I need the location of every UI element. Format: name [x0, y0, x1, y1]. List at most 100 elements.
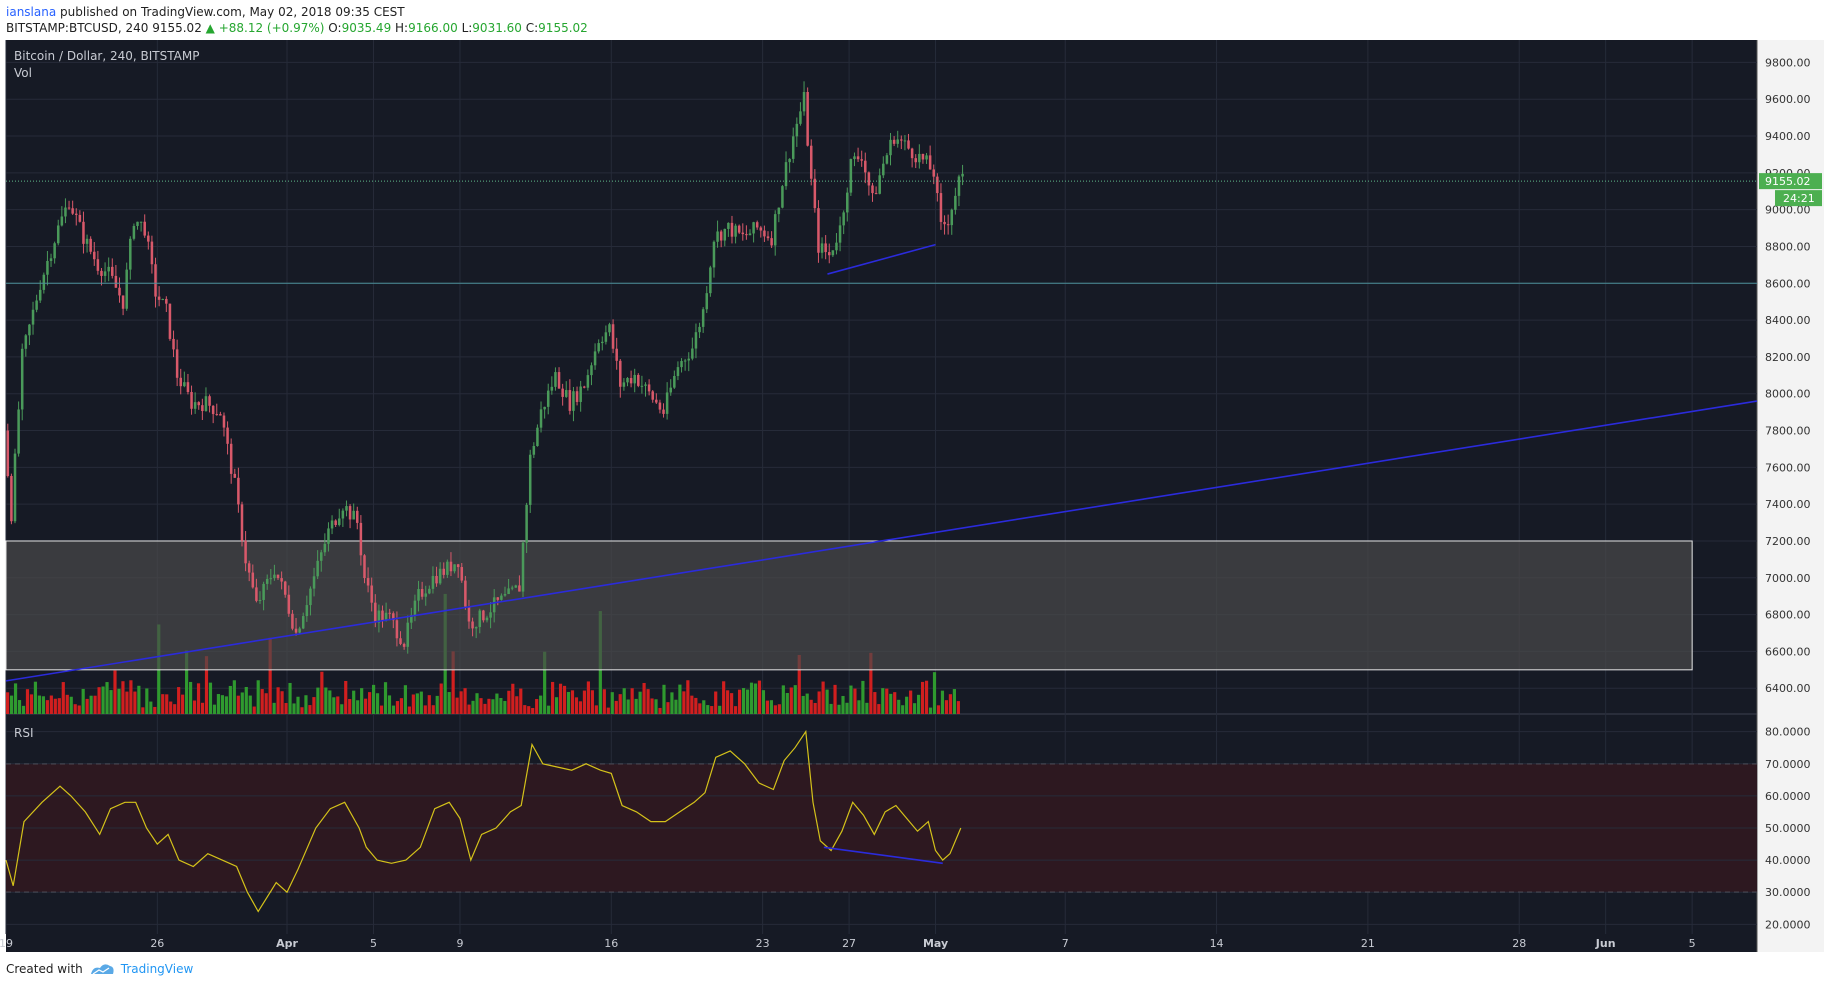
time-tick-label: 5 — [1689, 937, 1696, 950]
candle-body — [229, 443, 233, 474]
volume-bar — [730, 693, 734, 714]
candle-body — [496, 597, 500, 600]
candle-body — [954, 195, 957, 210]
volume-bar — [25, 689, 30, 714]
time-tick-label: 7 — [1062, 937, 1069, 950]
volume-bar — [901, 705, 905, 714]
author-link[interactable]: ianslana — [6, 5, 57, 19]
volume-bar — [610, 692, 614, 714]
rsi-tick-label: 20.0000 — [1765, 918, 1811, 931]
candle-body — [129, 238, 132, 270]
volume-bar — [618, 694, 622, 714]
price-tick-label: 8600.00 — [1765, 277, 1811, 290]
chart-canvas[interactable]: Bitcoin / Dollar, 240, BITSTAMP Vol RSI 640… — [0, 40, 1824, 952]
candle-body — [809, 145, 813, 179]
volume-bar — [527, 706, 531, 714]
volume-bar — [714, 691, 718, 714]
candle-body — [568, 390, 572, 411]
candle-body — [208, 396, 211, 406]
volume-bar — [594, 705, 598, 714]
volume-bar — [13, 683, 18, 714]
candle-body — [402, 643, 406, 647]
volume-bar — [614, 700, 618, 714]
time-axis-background — [6, 934, 1757, 952]
volume-bar — [539, 695, 543, 714]
candle-body — [961, 173, 964, 177]
volume-bar — [423, 705, 427, 714]
tradingview-brand[interactable]: TradingView — [120, 962, 194, 976]
volume-bar — [364, 698, 368, 714]
volume-bar — [324, 687, 328, 714]
time-tick-label: 14 — [1210, 937, 1224, 950]
candle-body — [712, 241, 716, 268]
candle-body — [719, 231, 723, 241]
candle-body — [107, 266, 110, 272]
candle-body — [424, 593, 427, 597]
candle-body — [240, 504, 244, 541]
volume-bar — [535, 699, 539, 714]
volume-bar — [360, 688, 364, 714]
volume-bar — [395, 701, 400, 714]
volume-bar — [698, 703, 702, 714]
volume-bar — [948, 694, 953, 714]
candle-body — [727, 222, 730, 229]
candle-body — [222, 415, 226, 428]
time-tick-label: 21 — [1361, 937, 1375, 950]
volume-bar — [49, 695, 53, 714]
volume-bar — [375, 693, 380, 714]
volume-bar — [499, 697, 503, 714]
candle-body — [46, 260, 49, 275]
volume-bar — [93, 695, 97, 714]
volume-bar — [586, 681, 590, 714]
volume-bar — [284, 703, 288, 714]
volume-bar — [507, 690, 511, 714]
footer: Created with TradingView — [6, 958, 193, 980]
rsi-tick-label: 50.0000 — [1765, 822, 1811, 835]
volume-bar — [415, 693, 419, 714]
candle-body — [842, 212, 845, 226]
candle-body — [665, 392, 669, 414]
volume-bar — [340, 704, 344, 714]
candle-body — [802, 92, 806, 112]
candle-body — [655, 399, 658, 403]
volume-bar — [244, 686, 248, 714]
volume-bar — [706, 705, 710, 714]
candle-body — [759, 227, 763, 231]
volume-bar — [578, 701, 583, 714]
open-value: 9035.49 — [341, 21, 392, 35]
price-tick-label: 7400.00 — [1765, 498, 1811, 511]
candle-body — [464, 580, 467, 607]
volume-bar — [280, 691, 284, 714]
candle-body — [406, 622, 409, 647]
volume-bar — [757, 680, 762, 714]
candle-body — [514, 585, 518, 588]
candle-body — [817, 208, 820, 253]
candle-body — [835, 242, 838, 251]
volume-bar — [694, 697, 698, 714]
candle-body — [698, 326, 701, 333]
volume-bar — [682, 691, 686, 714]
price-tick-label: 7000.00 — [1765, 572, 1811, 585]
high-value: 9166.00 — [408, 21, 458, 35]
volume-bar — [188, 681, 193, 714]
candle-body — [853, 156, 856, 160]
candle-body — [669, 387, 672, 393]
candle-body — [539, 409, 543, 428]
volume-bar — [368, 692, 372, 714]
volume-bar — [85, 698, 89, 714]
candle-body — [554, 372, 557, 387]
volume-bar — [789, 687, 793, 714]
candle-body — [474, 627, 478, 629]
volume-bar — [379, 705, 384, 714]
candle-body — [38, 289, 42, 301]
candle-body — [489, 612, 492, 618]
volume-bar — [61, 682, 65, 714]
candle-body — [914, 158, 917, 163]
candle-body — [878, 175, 881, 194]
chart-area[interactable]: Bitcoin / Dollar, 240, BITSTAMP Vol RSI 640… — [0, 40, 1824, 952]
price-tick-label: 8800.00 — [1765, 240, 1811, 253]
candle-body — [121, 295, 125, 309]
candle-body — [215, 414, 219, 416]
candle-body — [932, 169, 936, 177]
volume-bar — [917, 694, 921, 714]
